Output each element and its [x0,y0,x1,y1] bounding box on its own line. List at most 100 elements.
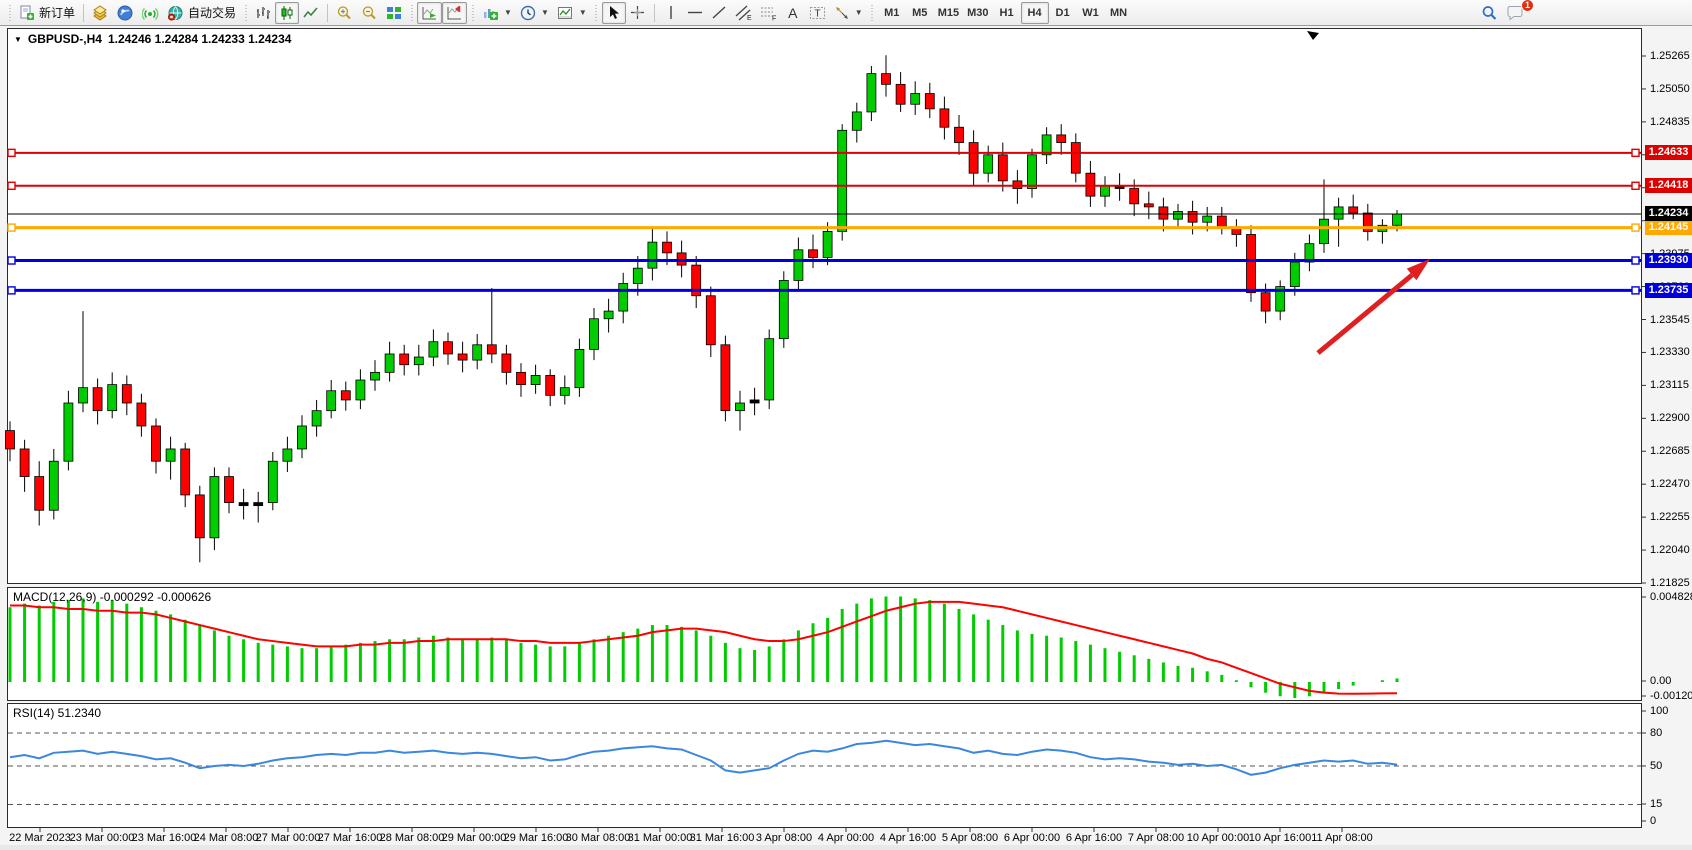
date-axis-label: 6 Apr 00:00 [1003,832,1061,844]
price-line-badge: 1.24145 [1645,220,1692,236]
text-icon: A [788,4,798,21]
cursor-button[interactable] [601,1,626,24]
arrows-objects-icon [834,5,850,21]
bar-chart-button[interactable] [251,2,275,24]
vertical-line-button[interactable] [659,2,683,24]
date-axis-label: 27 Mar 00:00 [255,832,321,844]
date-axis-label: 4 Apr 16:00 [879,832,937,844]
svg-text:E: E [747,15,752,21]
bar-chart-icon [255,5,271,21]
date-axis-label: 22 Mar 2023 [9,832,71,844]
periods-button[interactable]: ▼ [516,2,553,24]
text-label-icon: T [809,5,826,21]
indicators-button[interactable]: ▼ [478,2,516,24]
search-button[interactable] [1477,2,1502,24]
rsi-axis-tick: 15 [1650,798,1663,810]
rsi-label: RSI(14) 51.2340 [13,706,102,720]
price-axis-tick: 1.22040 [1650,544,1690,557]
candlestick-chart-button[interactable] [275,1,300,24]
chart-window: ▼ GBPUSD-,H4 1.24246 1.24284 1.24233 1.2… [0,26,1692,850]
cursor-icon [607,5,621,20]
horizontal-line-icon [687,5,703,20]
crosshair-icon [630,5,645,20]
ohlc-values: 1.24246 1.24284 1.24233 1.24234 [107,32,292,46]
main-toolbar: 新订单 自动交易 [0,0,1692,26]
price-axis-tick: 1.22255 [1650,511,1690,524]
date-axis-label: 29 Mar 00:00 [441,832,507,844]
templates-button[interactable]: ▼ [553,2,591,24]
profiles-button[interactable] [88,2,113,24]
timeframe-button-h4[interactable]: H4 [1020,1,1049,24]
chevron-down-icon: ▼ [504,8,512,17]
timeframe-button-h1[interactable]: H1 [999,6,1014,19]
horizontal-line-button[interactable] [683,2,707,24]
window-bottom-edge [0,845,1692,850]
rsi-axis-tick: 80 [1650,727,1663,739]
auto-scroll-button[interactable] [417,1,443,24]
chat-button[interactable]: 1 [1502,0,1534,24]
date-axis-label: 5 Apr 08:00 [941,832,999,844]
signals-button[interactable] [138,2,163,24]
timeframe-button-m30[interactable]: M30 [967,6,989,19]
notification-badge: 1 [1520,0,1534,12]
fibonacci-button[interactable]: F [756,2,781,24]
date-axis-label: 10 Apr 00:00 [1186,832,1250,844]
timeframe-button-m15[interactable]: M15 [937,6,960,19]
candlestick-chart-icon [279,5,295,21]
price-chart-pane[interactable] [7,28,1642,584]
price-axis-tick: 1.22900 [1650,412,1690,425]
timeframe-button-w1[interactable]: W1 [1082,6,1099,19]
timeframe-button-mn[interactable]: MN [1109,6,1128,19]
toolbar-grip [409,4,415,21]
equidistant-channel-icon: E [735,5,752,21]
date-axis-label: 24 Mar 08:00 [193,832,259,844]
templates-icon [557,5,574,21]
date-axis-label: 3 Apr 08:00 [755,832,813,844]
toolbar-grip [869,4,875,21]
autotrading-button[interactable]: 自动交易 [163,2,240,24]
date-axis-label: 11 Apr 08:00 [1311,832,1373,844]
rsi-pane[interactable] [7,703,1642,828]
price-axis-tick: 1.25265 [1650,50,1690,62]
trendline-icon [711,5,727,20]
text-label-button[interactable]: T [805,2,830,24]
indicators-icon [482,5,499,21]
timeframe-button-m5[interactable]: M5 [912,6,928,19]
equidistant-channel-button[interactable]: E [731,2,756,24]
toolbar-grip [470,4,476,21]
macd-pane[interactable] [7,587,1642,701]
zoom-out-button[interactable] [357,2,382,24]
chart-shift-button[interactable] [442,1,468,24]
tile-windows-button[interactable] [382,2,406,24]
timeframe-button-m1[interactable]: M1 [884,6,900,19]
macd-label: MACD(12,26,9) -0.000292 -0.000626 [13,590,212,604]
mql5-community-button[interactable] [113,2,138,24]
date-axis-label: 31 Mar 16:00 [689,832,755,844]
zoom-in-button[interactable] [332,2,357,24]
new-order-icon [19,5,35,21]
price-axis-tick: 1.25050 [1650,82,1690,95]
price-line-badge: 1.24418 [1645,178,1692,194]
line-chart-button[interactable] [299,2,323,24]
new-order-button[interactable]: 新订单 [15,2,79,24]
trendline-button[interactable] [707,2,731,24]
price-axis-tick: 1.23115 [1650,379,1689,392]
rsi-axis-tick: 50 [1650,760,1663,772]
macd-axis-tick: 0.00 [1650,675,1672,687]
date-axis-label: 27 Mar 16:00 [317,832,383,844]
svg-text:T: T [814,8,820,19]
mql5-community-icon [117,5,134,21]
periods-clock-icon [520,5,536,21]
text-button[interactable]: A [781,2,805,24]
timeframe-button-d1[interactable]: D1 [1055,6,1070,19]
profiles-icon [92,4,109,21]
date-axis-label: 7 Apr 08:00 [1127,832,1185,844]
arrows-objects-button[interactable]: ▼ [830,2,867,24]
date-axis-label: 28 Mar 08:00 [379,832,445,844]
symbol-period-label: GBPUSD-,H4 [27,32,102,46]
crosshair-button[interactable] [626,2,650,24]
svg-text:F: F [772,15,776,21]
chevron-down-icon: ▼ [854,8,863,17]
date-axis-label: 10 Apr 16:00 [1248,832,1312,844]
